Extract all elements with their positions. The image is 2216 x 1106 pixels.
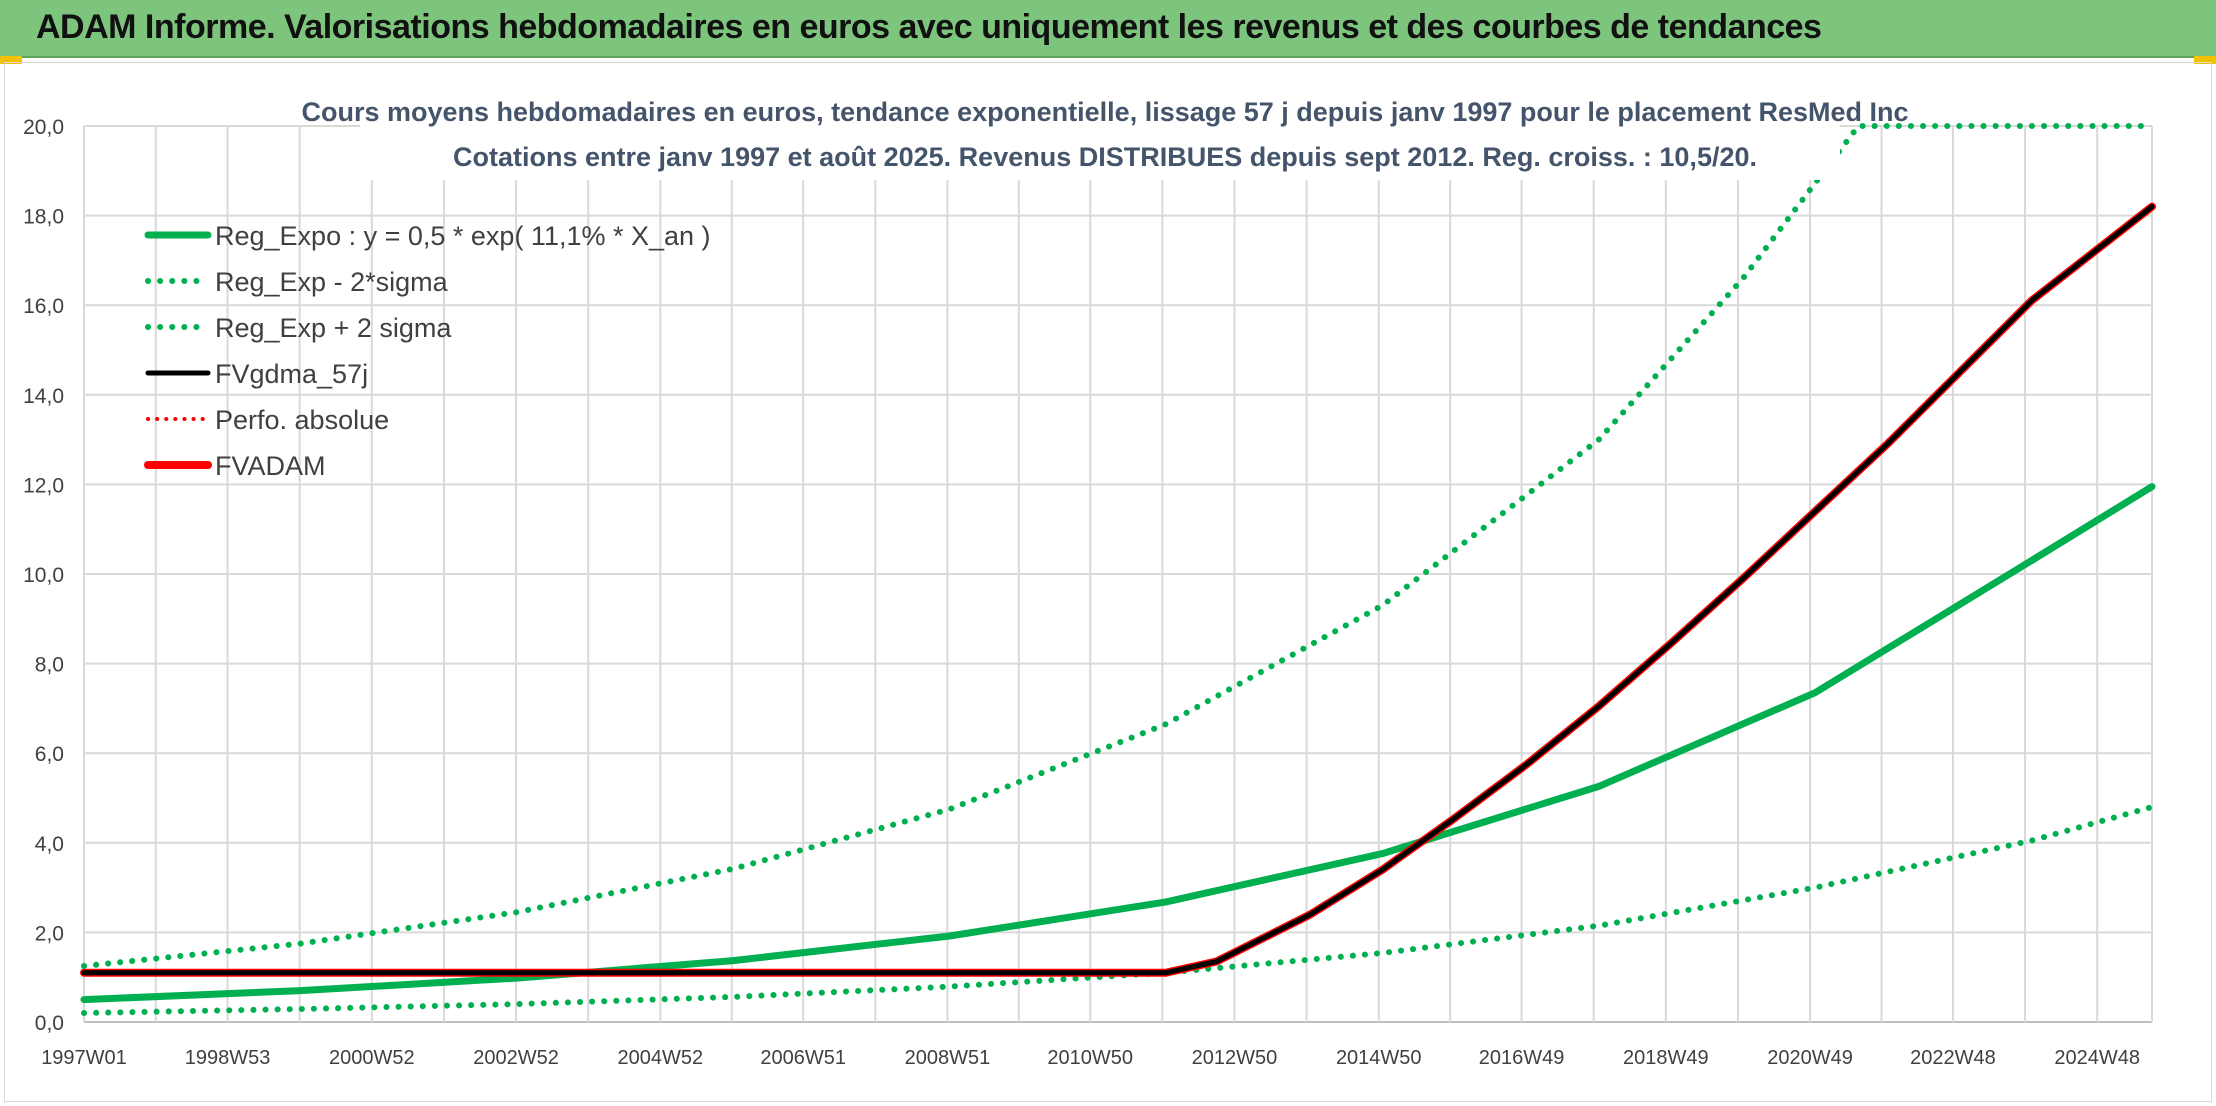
legend-label: Reg_Exp + 2 sigma [215,313,452,343]
y-tick-label: 16,0 [23,295,64,318]
legend: Reg_Expo : y = 0,5 * exp( 11,1% * X_an )… [144,221,711,481]
x-tick-label: 2014W50 [1336,1047,1422,1069]
y-tick-label: 12,0 [23,474,64,497]
x-tick-label: 1998W53 [185,1047,271,1069]
chart-subtitle: Cotations entre janv 1997 et août 2025. … [453,142,1757,172]
banner: ADAM Informe. Valorisations hebdomadaire… [0,0,2216,58]
series-lines [80,123,2156,1016]
x-tick-label: 2022W48 [1910,1047,1996,1069]
series-line-2 [81,123,2155,969]
series-line-3 [81,204,2155,976]
gridlines [83,125,2153,1023]
x-tick-label: 2018W49 [1623,1047,1709,1069]
y-tick-label: 2,0 [35,922,64,945]
x-axis-ticks: 1997W01 1998W53 2000W52 2002W52 2004W52 2006W… [41,1047,2140,1069]
corner-marker-left [0,56,22,64]
x-tick-label: 2006W51 [760,1047,846,1069]
y-tick-label: 10,0 [23,564,64,587]
x-tick-label: 2004W52 [618,1047,704,1069]
corner-marker-right [2194,56,2216,64]
legend-label: Reg_Expo : y = 0,5 * exp( 11,1% * X_an ) [215,221,711,251]
x-tick-label: 2010W50 [1047,1047,1133,1069]
y-tick-label: 14,0 [23,385,64,408]
legend-label: FVgdma_57j [215,359,368,389]
x-tick-label: 2024W48 [2054,1047,2140,1069]
y-tick-label: 4,0 [35,833,64,856]
legend-label: FVADAM [215,451,326,481]
y-tick-label: 20,0 [23,116,64,139]
x-tick-label: 2000W52 [329,1047,415,1069]
y-tick-label: 0,0 [35,1012,64,1035]
y-tick-label: 8,0 [35,654,64,677]
series-line-0 [80,483,2156,1004]
x-tick-label: 2008W51 [905,1047,991,1069]
x-tick-label: 2016W49 [1479,1047,1565,1069]
legend-label: Perfo. absolue [215,405,389,435]
x-tick-label: 1997W01 [41,1047,127,1069]
x-tick-label: 2020W49 [1767,1047,1853,1069]
y-tick-label: 6,0 [35,743,64,766]
x-tick-label: 2002W52 [473,1047,559,1069]
legend-label: Reg_Exp - 2*sigma [215,267,449,297]
chart-title: Cours moyens hebdomadaires en euros, ten… [301,97,1908,127]
banner-title: ADAM Informe. Valorisations hebdomadaire… [36,8,1822,46]
y-axis-ticks: 0,0 2,0 4,0 6,0 8,0 10,0 12,0 14,0 16,0 18,0 20,0 [23,116,64,1035]
series-line-1 [81,804,2155,1016]
x-tick-label: 2012W50 [1192,1047,1278,1069]
y-tick-label: 18,0 [23,206,64,229]
chart-area [4,62,2212,1102]
title-background [360,88,1840,180]
